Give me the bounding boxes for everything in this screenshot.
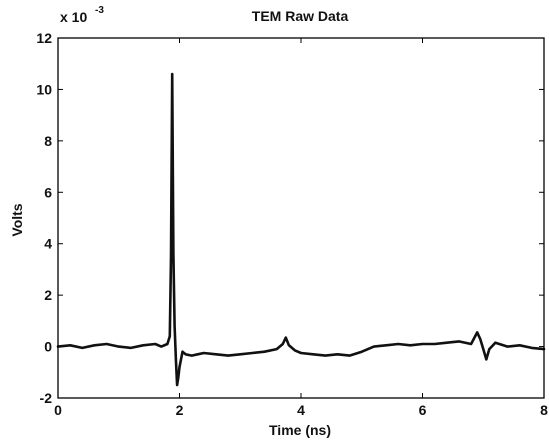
y-multiplier: x 10 bbox=[60, 9, 87, 25]
x-tick-label-1: 2 bbox=[176, 402, 184, 418]
y-tick-label-5: 8 bbox=[44, 133, 52, 149]
x-tick-label-0: 0 bbox=[54, 402, 62, 418]
x-tick-label-2: 4 bbox=[297, 402, 305, 418]
x-tick-label-4: 8 bbox=[540, 402, 548, 418]
x-axis-label: Time (ns) bbox=[269, 422, 331, 438]
y-tick-label-1: 0 bbox=[44, 339, 52, 355]
y-axis-label: Volts bbox=[9, 203, 25, 236]
y-tick-label-2: 2 bbox=[44, 287, 52, 303]
plot-frame bbox=[57, 37, 545, 399]
plot-series bbox=[56, 72, 546, 387]
series-line-0 bbox=[56, 72, 546, 387]
x-tick-label-3: 6 bbox=[419, 402, 427, 418]
y-tick-label-6: 10 bbox=[36, 81, 52, 97]
y-tick-label-3: 4 bbox=[44, 236, 52, 252]
y-multiplier-exponent: -3 bbox=[95, 5, 104, 16]
chart-title: TEM Raw Data bbox=[252, 8, 349, 24]
y-tick-label-7: 12 bbox=[36, 30, 52, 46]
y-tick-label-0: -2 bbox=[40, 390, 53, 406]
y-tick-label-4: 6 bbox=[44, 184, 52, 200]
